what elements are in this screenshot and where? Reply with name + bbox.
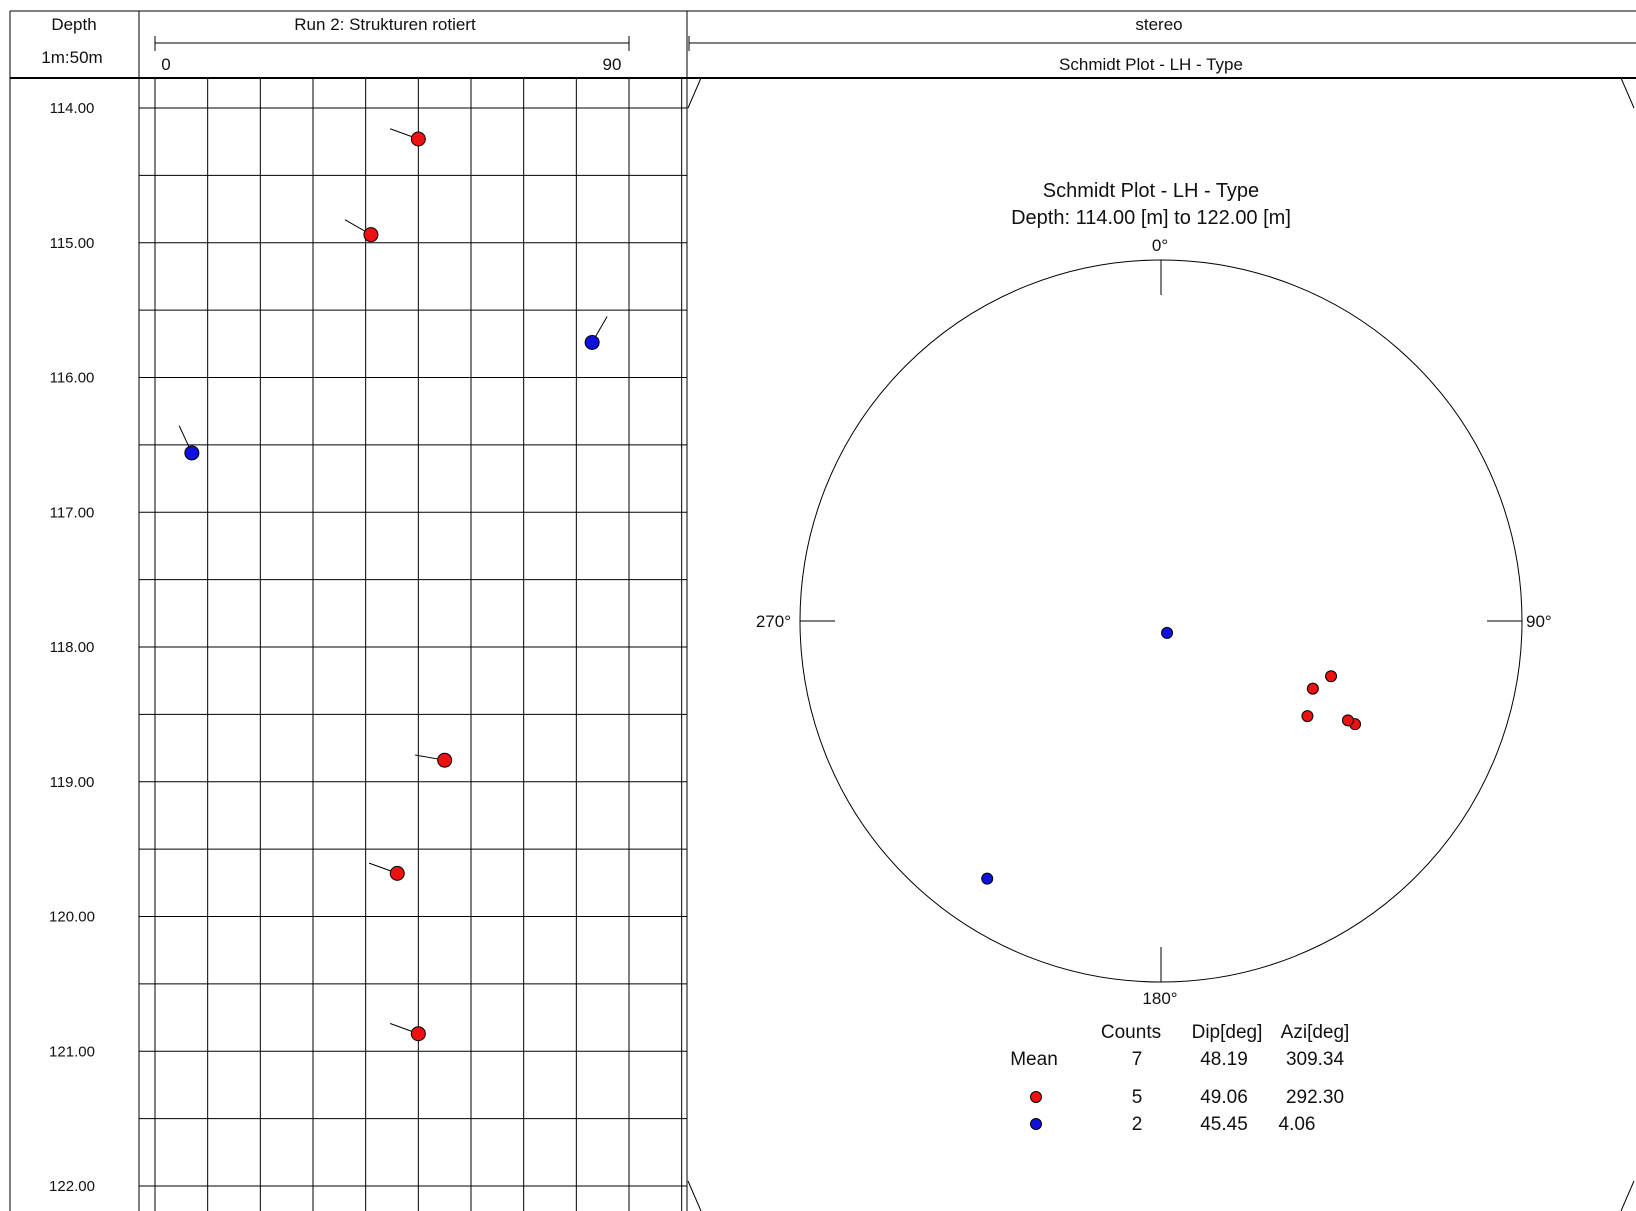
depth-tick-label: 121.00 xyxy=(49,1043,95,1060)
stereonet-pole xyxy=(1325,670,1338,683)
depth-header: Depth xyxy=(51,15,96,34)
track-tadpoles xyxy=(178,128,608,1042)
depth-tick-label: 120.00 xyxy=(49,909,95,926)
stats-mean-dip: 48.19 xyxy=(1200,1049,1248,1070)
scale-label: 1m:50m xyxy=(41,48,102,67)
stereo-header: stereo xyxy=(1135,15,1182,34)
stereonet-poles xyxy=(981,626,1362,885)
stats-blue-dip: 45.45 xyxy=(1200,1114,1248,1135)
stereo-subheader: Schmidt Plot - LH - Type xyxy=(1059,55,1243,74)
track-scale-bar xyxy=(154,36,630,51)
stereo-plot-title: Schmidt Plot - LH - Type xyxy=(1043,180,1259,202)
stats-blue-counts: 2 xyxy=(1132,1114,1143,1135)
stereonet xyxy=(799,259,1523,983)
stats-table: Counts Dip[deg] Azi[deg] Mean 7 48.19 30… xyxy=(1010,1022,1349,1135)
depth-tick-label: 122.00 xyxy=(49,1178,95,1195)
depth-tick-label: 117.00 xyxy=(50,504,95,521)
stats-header-counts: Counts xyxy=(1101,1022,1161,1043)
stereonet-primitive xyxy=(799,259,1523,983)
tadpole-point xyxy=(437,752,453,768)
depth-tick-label: 114.00 xyxy=(50,100,95,117)
tadpole-point xyxy=(184,445,200,461)
tadpole-point xyxy=(389,865,405,881)
stats-mean-counts: 7 xyxy=(1132,1049,1143,1070)
depth-tick-labels: 114.00 115.00 116.00 117.00 118.00 119.00 120.… xyxy=(49,100,95,1195)
stereo-plot-subtitle: Depth: 114.00 [m] to 122.00 [m] xyxy=(1011,207,1291,229)
stats-mean-label: Mean xyxy=(1010,1049,1058,1070)
stats-swatch-red xyxy=(1030,1091,1042,1103)
stereonet-pole xyxy=(1161,626,1174,639)
stereo-panel-corners xyxy=(687,77,1635,1211)
tadpole-point xyxy=(410,131,426,147)
depth-tick-label: 115.00 xyxy=(50,235,95,252)
stereonet-pole xyxy=(1301,710,1314,723)
tadpole-point xyxy=(584,334,600,350)
direction-label-north: 0° xyxy=(1152,236,1168,255)
direction-label-west: 270° xyxy=(756,612,791,631)
direction-label-south: 180° xyxy=(1142,989,1177,1008)
direction-label-east: 90° xyxy=(1526,612,1552,631)
track-min-label: 0 xyxy=(161,55,170,74)
stereonet-pole xyxy=(981,872,994,885)
stereonet-pole xyxy=(1306,682,1319,695)
depth-tick-label: 119.00 xyxy=(50,774,95,791)
stats-mean-azi: 309.34 xyxy=(1286,1049,1345,1070)
stats-swatch-blue xyxy=(1030,1118,1042,1130)
track-grid xyxy=(138,78,688,1211)
tadpole-point xyxy=(410,1026,426,1042)
track-title: Run 2: Strukturen rotiert xyxy=(294,15,476,34)
stats-red-azi: 292.30 xyxy=(1286,1087,1344,1108)
stats-header-dip: Dip[deg] xyxy=(1192,1022,1263,1043)
stats-blue-azi: 4.06 xyxy=(1279,1114,1316,1135)
track-max-label: 90 xyxy=(603,55,622,74)
stats-red-dip: 49.06 xyxy=(1200,1087,1248,1108)
stereonet-pole xyxy=(1341,714,1354,727)
depth-tick-label: 118.00 xyxy=(50,639,95,656)
stats-red-counts: 5 xyxy=(1132,1087,1143,1108)
stereo-scale-bar xyxy=(688,36,1636,51)
stats-header-azi: Azi[deg] xyxy=(1281,1022,1350,1043)
tadpole-point xyxy=(363,227,379,243)
depth-tick-label: 116.00 xyxy=(50,370,95,387)
header-frame xyxy=(9,10,1636,1211)
